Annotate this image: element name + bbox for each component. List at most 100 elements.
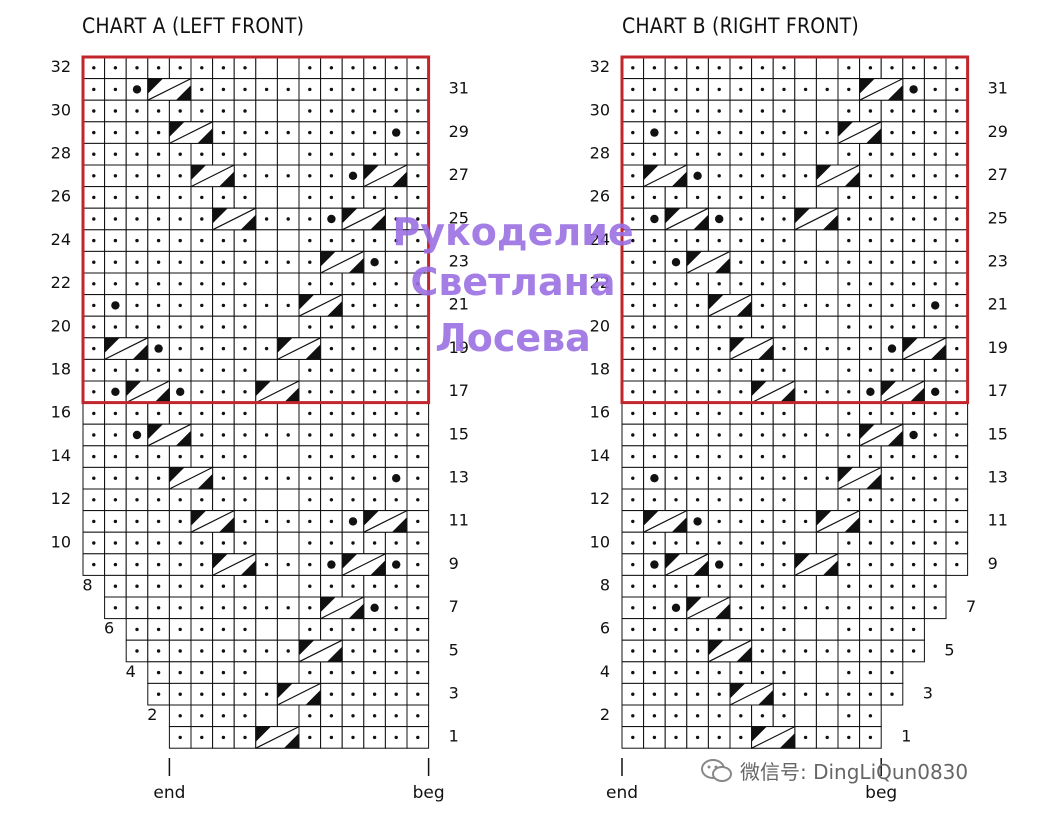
purl-dot [955, 476, 959, 480]
purl-dot [847, 714, 851, 718]
purl-dot [760, 541, 765, 545]
purl-dot [760, 368, 765, 372]
purl-dot [286, 87, 290, 92]
purl-dot [372, 325, 377, 329]
purl-dot [156, 325, 161, 329]
purl-dot [911, 303, 916, 308]
purl-dot [760, 282, 765, 286]
purl-dot [911, 606, 916, 610]
purl-dot [911, 476, 916, 480]
cable-line [212, 207, 257, 231]
purl-dot [351, 627, 355, 632]
purl-dot [847, 390, 851, 394]
purl-dot [955, 260, 959, 264]
purl-dot [200, 454, 204, 459]
cable-cross-left [794, 553, 810, 569]
purl-dot [955, 174, 959, 178]
purl-dot [135, 152, 139, 156]
purl-dot [92, 217, 96, 221]
purl-dot [243, 346, 247, 351]
row-number-even: 4 [600, 662, 610, 681]
purl-dot [955, 498, 959, 502]
purl-dot [221, 476, 226, 480]
bobble [370, 603, 379, 612]
purl-dot [760, 562, 765, 567]
stitch-cell [815, 272, 839, 296]
purl-dot [351, 325, 355, 329]
purl-dot [760, 454, 765, 459]
purl-dot [782, 627, 786, 632]
purl-dot [911, 541, 916, 545]
purl-dot [717, 476, 721, 480]
purl-dot [135, 217, 139, 221]
purl-dot [135, 130, 139, 135]
bobble [111, 387, 120, 396]
row-number-odd: 25 [988, 208, 1008, 227]
purl-dot [717, 541, 721, 545]
stitch-cell [794, 661, 817, 684]
purl-dot [631, 195, 635, 200]
purl-dot [868, 325, 873, 329]
purl-dot [113, 606, 118, 610]
purl-dot [156, 368, 161, 372]
purl-dot [868, 368, 873, 372]
purl-dot [890, 174, 894, 178]
bobble [176, 387, 185, 396]
purl-dot [825, 303, 829, 308]
purl-dot [286, 519, 290, 524]
purl-dot [416, 325, 420, 329]
bobble [671, 603, 681, 612]
purl-dot [674, 325, 678, 329]
purl-dot [113, 368, 118, 372]
purl-dot [652, 66, 657, 70]
cable-line [320, 596, 365, 620]
cable-cross-left [126, 381, 142, 397]
purl-dot [308, 627, 312, 632]
purl-dot [890, 238, 894, 243]
purl-dot [329, 498, 334, 502]
cable-cross-left [212, 553, 228, 569]
chart-a-title: CHART A (LEFT FRONT) [82, 14, 305, 38]
purl-dot [351, 390, 355, 394]
purl-dot [782, 130, 786, 135]
cable-line [104, 337, 149, 360]
purl-dot [135, 66, 139, 70]
bobble [650, 560, 659, 569]
purl-dot [695, 390, 700, 394]
purl-dot [200, 606, 204, 610]
purl-dot [221, 627, 226, 632]
stitch-cell [255, 315, 278, 339]
purl-dot [717, 433, 721, 437]
purl-dot [652, 735, 657, 740]
purl-dot [782, 152, 786, 156]
purl-dot [890, 692, 894, 696]
purl-dot [113, 519, 118, 524]
cable-cross-right [671, 171, 687, 187]
bobble [370, 258, 379, 267]
bobble [931, 387, 940, 396]
purl-dot [200, 670, 204, 675]
purl-dot [803, 476, 808, 480]
purl-dot [92, 109, 96, 113]
purl-dot [329, 411, 334, 416]
cable-cross-right [714, 603, 730, 619]
purl-dot [372, 152, 377, 156]
purl-dot [739, 519, 743, 524]
purl-dot [178, 325, 182, 329]
purl-dot [394, 303, 398, 308]
purl-dot [113, 562, 118, 567]
purl-dot [113, 454, 118, 459]
cable-line [147, 423, 192, 447]
purl-dot [825, 606, 829, 610]
purl-dot [782, 411, 786, 416]
stitch-cell [255, 142, 278, 166]
row-number-odd: 29 [449, 122, 469, 141]
bobble [715, 560, 724, 569]
purl-dot [308, 498, 312, 502]
purl-dot [394, 606, 398, 610]
purl-dot [329, 130, 334, 135]
row-number-odd: 7 [966, 597, 976, 616]
purl-dot [652, 368, 657, 372]
purl-dot [782, 714, 786, 718]
purl-dot [955, 433, 959, 437]
